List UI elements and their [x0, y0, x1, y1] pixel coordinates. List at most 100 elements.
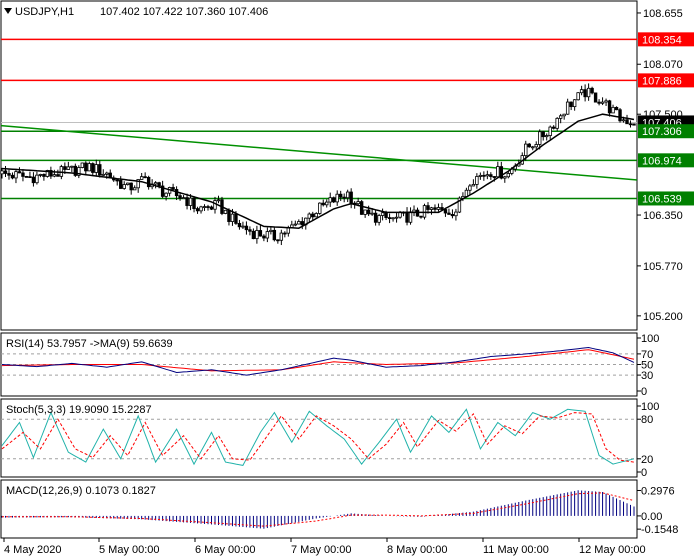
candle	[7, 169, 11, 180]
candle-body	[199, 206, 203, 212]
candle-body	[129, 182, 133, 191]
price-pane[interactable]: 108.655108.070107.500106.350105.770105.2…	[0, 0, 694, 331]
candle-body	[632, 123, 636, 126]
candle-body	[300, 221, 304, 226]
candle-body	[171, 187, 175, 190]
candle-body	[126, 182, 130, 185]
candle-body	[380, 212, 385, 216]
candle-body	[335, 193, 339, 203]
candle	[604, 98, 608, 106]
candle	[160, 180, 165, 199]
candle-body	[471, 184, 476, 187]
candle	[188, 194, 193, 211]
candle	[307, 212, 311, 223]
candle	[569, 101, 573, 111]
candle-body	[160, 185, 165, 197]
candle-body	[342, 196, 346, 199]
candle	[394, 212, 399, 223]
candle-body	[122, 184, 126, 189]
candle	[84, 161, 88, 176]
time-label: 6 May 00:00	[195, 544, 256, 556]
candle	[531, 145, 535, 151]
candle-body	[604, 100, 608, 103]
candle-body	[230, 213, 235, 222]
candle-body	[101, 173, 105, 176]
candle-body	[91, 163, 95, 173]
candle	[87, 161, 91, 172]
candle-body	[80, 162, 85, 168]
candle-body	[597, 101, 601, 104]
candle-body	[272, 229, 277, 241]
ohlc-values: 107.402 107.422 107.360 107.406	[100, 6, 268, 18]
level-tag-support-2: 106.974	[638, 153, 694, 168]
candle-body	[538, 131, 542, 145]
candle	[129, 182, 133, 195]
candle	[3, 165, 8, 178]
candle-body	[555, 117, 559, 129]
macd-pane[interactable]: 0.2976 0.00-0.1548 MACD(12,26,9) 0.1073 0…	[0, 479, 678, 539]
candle-body	[56, 174, 60, 177]
candle-body	[185, 197, 189, 206]
candle-body	[496, 166, 500, 178]
candle-body	[45, 170, 50, 177]
price-tick-label: 108.655	[643, 8, 683, 20]
candle-body	[84, 162, 88, 172]
tick-label: 80	[641, 414, 653, 426]
candle	[436, 203, 441, 212]
price-levels	[0, 38, 638, 200]
candle	[433, 204, 437, 213]
price-tick-label: 105.770	[643, 261, 683, 273]
candle	[35, 171, 39, 185]
candle-body	[499, 166, 504, 179]
candle-body	[572, 99, 577, 108]
candle-body	[478, 174, 483, 177]
candle-body	[28, 176, 32, 179]
candle-body	[216, 199, 221, 202]
candle	[328, 192, 332, 207]
candle-body	[614, 106, 619, 111]
candle	[115, 179, 119, 186]
candle-body	[558, 115, 563, 119]
candle-body	[234, 213, 238, 224]
macd-signal-line	[2, 492, 635, 527]
candle-body	[276, 239, 280, 242]
tick-label: 30	[641, 370, 653, 382]
candle-body	[24, 176, 29, 178]
candle-body	[262, 235, 266, 239]
level-tag-box	[638, 124, 694, 139]
candle-body	[325, 201, 329, 206]
moving-average	[1, 113, 635, 229]
candle-body	[227, 209, 231, 222]
rsi-ma-line	[1, 349, 635, 372]
candle	[628, 120, 633, 128]
candle-body	[387, 217, 392, 219]
ma-line	[1, 113, 635, 229]
candle-body	[3, 170, 8, 174]
candle	[450, 209, 455, 219]
candle	[318, 202, 322, 215]
candle	[593, 92, 598, 103]
candle-body	[265, 231, 270, 239]
candle-body	[255, 230, 259, 240]
candle-body	[206, 206, 210, 208]
candle-body	[49, 170, 53, 177]
candle-body	[373, 212, 378, 223]
candle	[146, 175, 151, 190]
candle-body	[562, 113, 566, 117]
candle-body	[394, 216, 399, 219]
price-tick-label: 108.070	[643, 59, 683, 71]
candle	[457, 196, 462, 214]
candle	[311, 211, 315, 221]
candle	[297, 219, 301, 225]
candle	[265, 227, 270, 243]
price-tick-label: 106.350	[643, 210, 683, 222]
candle-body	[59, 166, 64, 177]
candle	[342, 193, 346, 203]
candle	[98, 160, 102, 178]
candle	[153, 181, 158, 189]
candle	[42, 173, 46, 181]
time-label: 11 May 00:00	[483, 544, 549, 556]
